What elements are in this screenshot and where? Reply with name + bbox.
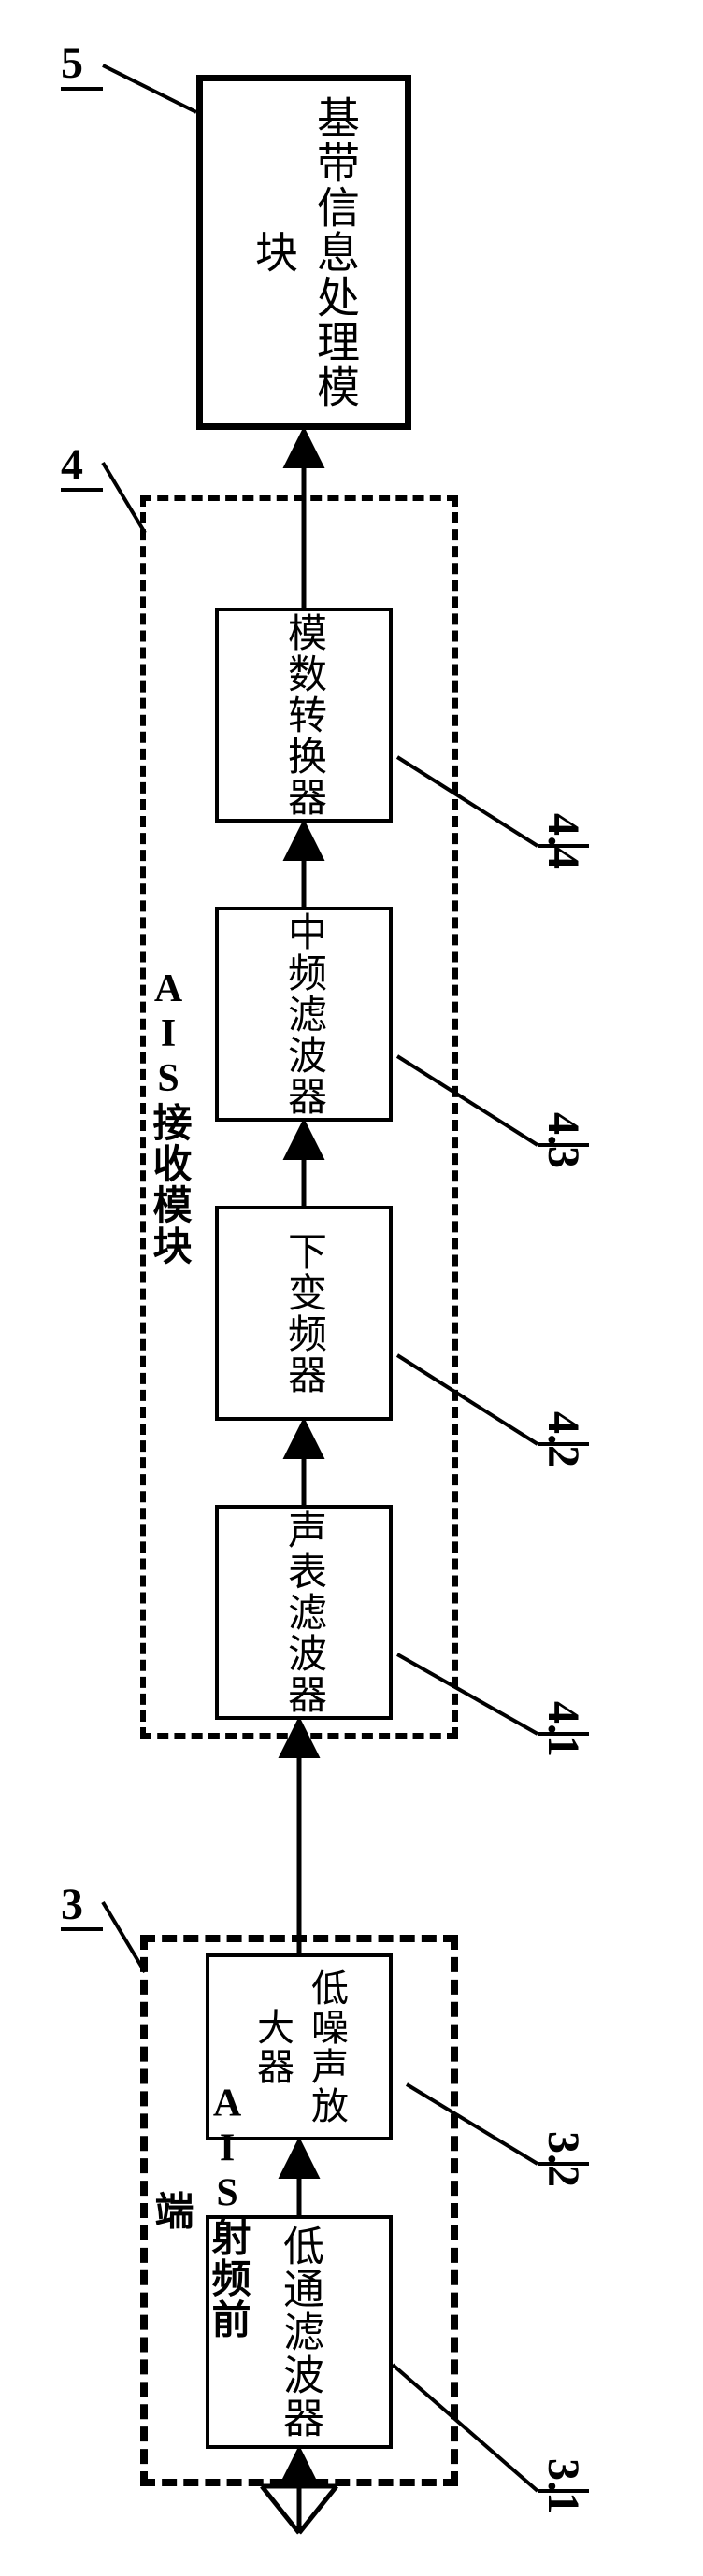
block-saw-filter: 声表滤波器	[215, 1505, 393, 1720]
block-saw-filter-label: 声表滤波器	[276, 1510, 333, 1715]
label-43: 4.3	[538, 1112, 589, 1168]
group-rx-module-title: AIS接收模块	[140, 967, 197, 1267]
block-baseband-label: 基带信息处理模块	[242, 81, 366, 423]
signal-chain-diagram: AIS射频前端 AIS接收模块 低通滤波器 低噪声放大器 声表滤波器 下变频器 …	[19, 19, 703, 2557]
antenna-icon	[262, 2486, 337, 2533]
label-3: 3	[61, 1879, 83, 1930]
block-if-filter: 中频滤波器	[215, 907, 393, 1122]
block-lna: 低噪声放大器	[206, 1953, 393, 2140]
block-if-filter-label: 中频滤波器	[276, 911, 333, 1117]
block-adc-label: 模数转换器	[276, 612, 333, 818]
label-31: 3.1	[538, 2458, 589, 2514]
label-42: 4.2	[538, 1411, 589, 1467]
label-32: 3.2	[538, 2131, 589, 2187]
label-41: 4.1	[538, 1701, 589, 1757]
block-downconverter-label: 下变频器	[276, 1231, 333, 1395]
block-lna-label: 低噪声放大器	[245, 1957, 353, 2137]
block-adc: 模数转换器	[215, 608, 393, 823]
label-44: 4.4	[538, 813, 589, 869]
block-baseband: 基带信息处理模块	[196, 75, 411, 430]
block-lowpass-filter-label: 低通滤波器	[269, 2225, 329, 2440]
block-lowpass-filter: 低通滤波器	[206, 2215, 393, 2449]
label-5: 5	[61, 37, 83, 89]
label-4: 4	[61, 439, 83, 491]
block-downconverter: 下变频器	[215, 1206, 393, 1421]
